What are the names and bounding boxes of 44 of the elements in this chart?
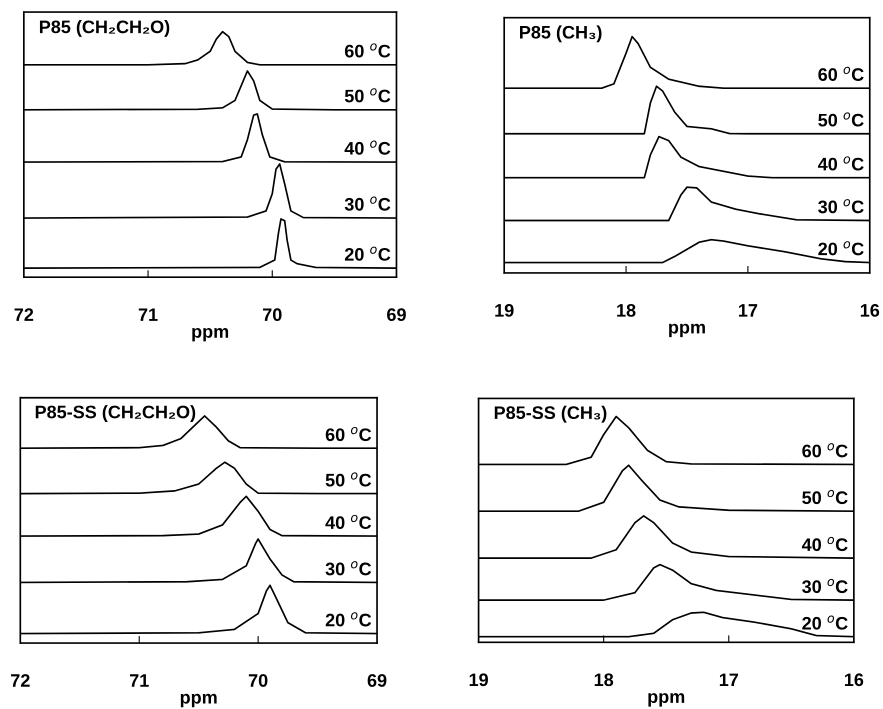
x-tick-label: 16 bbox=[860, 304, 880, 317]
x-tick-label: 70 bbox=[248, 674, 268, 687]
x-axis-title: ppm bbox=[669, 324, 705, 338]
series-label: 40 $^{o}$C bbox=[802, 536, 848, 552]
series-label: 20 $^{o}$C bbox=[344, 246, 390, 261]
x-axis-title: ppm bbox=[180, 694, 217, 708]
x-tick-label: 18 bbox=[617, 304, 636, 317]
series-label: 20 $^{o}$C bbox=[326, 612, 372, 626]
series-label: 30 $^{o}$C bbox=[326, 561, 372, 576]
x-tick-label: 72 bbox=[11, 674, 30, 687]
series-label: 50 $^{o}$C bbox=[326, 472, 372, 487]
x-tick-label: 71 bbox=[130, 674, 149, 687]
x-tick-label: 16 bbox=[844, 673, 864, 686]
chart-title: P85-SS (CH₃) bbox=[494, 406, 606, 423]
series-label: 20 $^{o}$C bbox=[818, 241, 864, 256]
series-label: 60 $^{o}$C bbox=[802, 443, 848, 458]
series-label: 40 $^{o}$C bbox=[818, 156, 864, 171]
series-label: 50 $^{o}$C bbox=[802, 490, 848, 504]
series-label: 30 $^{o}$C bbox=[818, 199, 864, 214]
x-tick-label: 18 bbox=[594, 673, 614, 686]
x-axis-title: ppm bbox=[192, 328, 228, 342]
chart-title: P85 (CH₂CH₂O) bbox=[40, 20, 170, 37]
x-tick-label: 70 bbox=[262, 308, 282, 322]
series-label: 50 $^{o}$C bbox=[344, 88, 390, 102]
x-tick-label: 17 bbox=[738, 304, 758, 317]
series-label: 60 $^{o}$C bbox=[818, 66, 864, 81]
x-tick-label: 69 bbox=[368, 674, 386, 687]
series-label: 40 $^{o}$C bbox=[325, 514, 372, 530]
chart-title: P85-SS (CH₂CH₂O) bbox=[36, 405, 196, 422]
series-label: 40 $^{o}$C bbox=[344, 140, 390, 155]
x-axis-title: ppm bbox=[648, 693, 684, 707]
series-label: 60 $^{o}$C bbox=[344, 43, 390, 58]
x-tick-label: 69 bbox=[387, 308, 406, 322]
series-label: 30 $^{o}$C bbox=[802, 578, 848, 594]
x-tick-label: 17 bbox=[720, 674, 738, 686]
series-label: 20 $^{o}$C bbox=[802, 615, 848, 630]
series-label: 60 $^{o}$C bbox=[326, 426, 372, 442]
x-tick-label: 19 bbox=[495, 304, 514, 317]
x-tick-label: 72 bbox=[14, 308, 34, 321]
series-label: 30 $^{o}$C bbox=[344, 196, 390, 211]
x-tick-label: 19 bbox=[470, 673, 488, 686]
chart-title: P85 (CH₃) bbox=[520, 25, 602, 42]
x-tick-label: 71 bbox=[138, 308, 158, 321]
series-label: 50 $^{o}$C bbox=[818, 112, 864, 127]
